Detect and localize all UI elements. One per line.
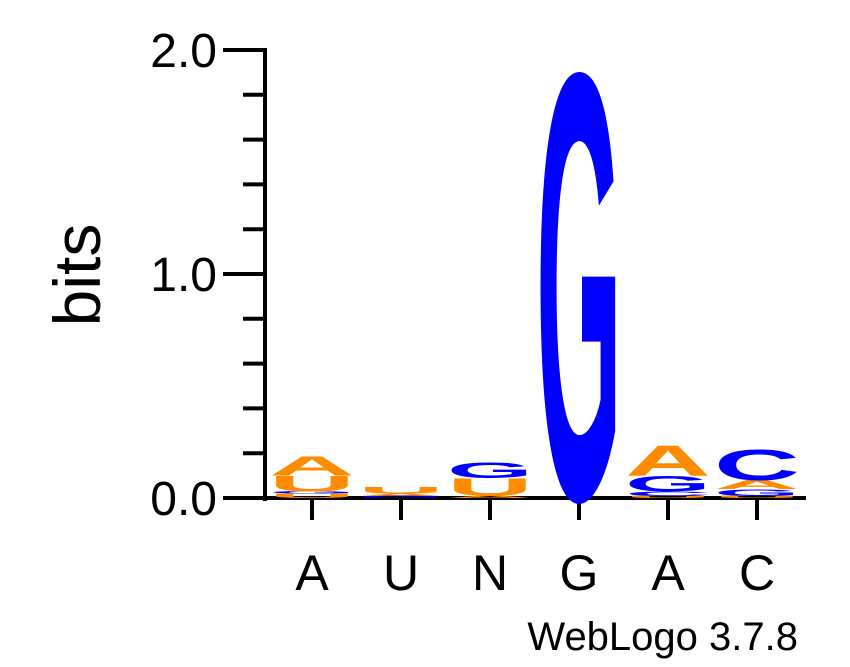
logo-letter-u: U: [447, 473, 533, 501]
logo-letter-g: G: [714, 487, 800, 497]
logo-letter-a: A: [358, 493, 444, 496]
y-axis-title: bits: [40, 224, 114, 327]
logo-letter-g: G: [536, 0, 622, 628]
logo-letter-c: C: [625, 490, 711, 497]
logo-letter-a: A: [625, 436, 711, 485]
x-tick-label: G: [560, 545, 599, 601]
logo-letter-u: U: [358, 485, 444, 495]
logo-stack: AUG: [447, 458, 533, 501]
weblogo-version-label: WebLogo 3.7.8: [527, 615, 798, 659]
x-tick-label: C: [739, 545, 775, 601]
logo-letter-g: G: [358, 495, 444, 498]
logo-stack: GAU: [358, 485, 444, 498]
logo-letter-a: A: [447, 495, 533, 498]
logo-letter-u: U: [714, 495, 800, 498]
x-tick-label: N: [472, 545, 508, 601]
logo-letter-g: G: [447, 458, 533, 483]
x-tick-label: A: [651, 545, 685, 601]
logo-stack: G: [536, 0, 622, 628]
x-tick-label: U: [383, 545, 419, 601]
y-tick-label: 2.0: [150, 25, 217, 78]
logo-letter-a: A: [714, 478, 800, 492]
logo-letter-u: U: [269, 472, 355, 497]
y-axis: 0.0 1.0 2.0: [150, 25, 267, 526]
x-tick-label: A: [295, 545, 329, 601]
logo-letter-a: A: [269, 450, 355, 482]
y-tick-label: 1.0: [150, 249, 217, 302]
logo-letter-u: U: [625, 495, 711, 498]
y-tick-label: 0.0: [150, 473, 217, 526]
logo-letter-u: U: [269, 492, 355, 499]
logo-letter-c: C: [714, 441, 800, 490]
logo-letter-g: G: [269, 491, 355, 494]
logo-letter-g: G: [625, 472, 711, 497]
